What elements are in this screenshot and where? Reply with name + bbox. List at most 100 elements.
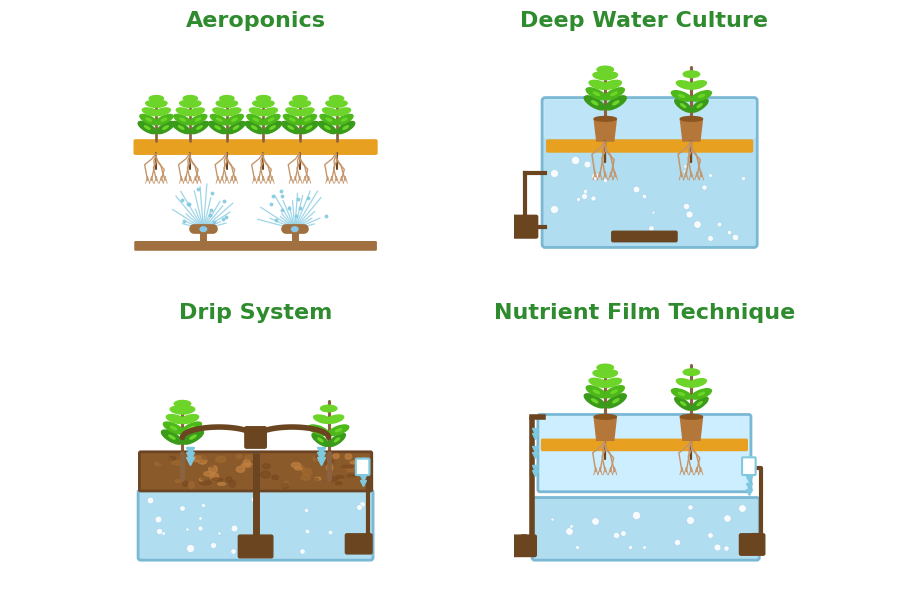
- Ellipse shape: [282, 121, 300, 134]
- Ellipse shape: [259, 101, 274, 107]
- Ellipse shape: [362, 457, 368, 462]
- Ellipse shape: [602, 80, 621, 89]
- Ellipse shape: [146, 101, 161, 107]
- Title: Deep Water Culture: Deep Water Culture: [520, 11, 769, 31]
- Ellipse shape: [220, 95, 234, 101]
- Ellipse shape: [159, 459, 167, 464]
- Ellipse shape: [194, 473, 202, 480]
- Ellipse shape: [144, 466, 155, 470]
- Ellipse shape: [334, 108, 350, 116]
- Ellipse shape: [342, 466, 354, 468]
- Ellipse shape: [593, 390, 599, 394]
- Polygon shape: [594, 417, 616, 440]
- Ellipse shape: [320, 469, 325, 472]
- Ellipse shape: [309, 425, 328, 436]
- Ellipse shape: [306, 126, 311, 129]
- Ellipse shape: [361, 462, 368, 469]
- Ellipse shape: [301, 466, 304, 472]
- Ellipse shape: [172, 121, 190, 134]
- Ellipse shape: [190, 480, 198, 486]
- Ellipse shape: [154, 108, 170, 116]
- Ellipse shape: [691, 99, 708, 112]
- FancyBboxPatch shape: [135, 242, 376, 250]
- Ellipse shape: [166, 415, 185, 424]
- FancyBboxPatch shape: [140, 452, 372, 491]
- Ellipse shape: [209, 121, 227, 134]
- Ellipse shape: [675, 99, 691, 112]
- Ellipse shape: [184, 95, 197, 101]
- Ellipse shape: [326, 415, 344, 424]
- Ellipse shape: [202, 455, 213, 460]
- Ellipse shape: [280, 484, 287, 487]
- Ellipse shape: [602, 379, 621, 387]
- Ellipse shape: [183, 481, 187, 487]
- Ellipse shape: [171, 427, 176, 430]
- Ellipse shape: [190, 435, 196, 439]
- Ellipse shape: [226, 477, 232, 482]
- Ellipse shape: [237, 454, 242, 458]
- Polygon shape: [594, 119, 616, 141]
- FancyBboxPatch shape: [356, 458, 369, 475]
- Ellipse shape: [606, 394, 626, 408]
- Ellipse shape: [594, 415, 616, 419]
- Ellipse shape: [180, 101, 194, 107]
- FancyBboxPatch shape: [542, 439, 747, 451]
- Ellipse shape: [218, 482, 226, 485]
- Polygon shape: [680, 119, 703, 141]
- Ellipse shape: [316, 455, 322, 459]
- Ellipse shape: [295, 101, 310, 107]
- Polygon shape: [680, 417, 703, 440]
- Ellipse shape: [613, 101, 619, 105]
- Ellipse shape: [191, 121, 209, 134]
- Ellipse shape: [341, 118, 346, 121]
- Ellipse shape: [169, 457, 176, 461]
- Ellipse shape: [300, 121, 319, 134]
- Ellipse shape: [354, 470, 364, 474]
- Ellipse shape: [181, 422, 202, 434]
- Ellipse shape: [314, 478, 319, 482]
- Ellipse shape: [297, 108, 314, 116]
- Ellipse shape: [256, 95, 271, 101]
- Ellipse shape: [200, 227, 207, 232]
- Ellipse shape: [305, 118, 310, 121]
- Ellipse shape: [320, 115, 338, 125]
- Ellipse shape: [325, 126, 330, 129]
- Ellipse shape: [591, 399, 598, 403]
- Ellipse shape: [163, 126, 168, 129]
- Ellipse shape: [161, 430, 183, 444]
- Ellipse shape: [313, 456, 323, 462]
- Ellipse shape: [336, 480, 342, 485]
- Ellipse shape: [604, 88, 625, 100]
- Ellipse shape: [211, 473, 219, 481]
- Ellipse shape: [332, 101, 347, 107]
- Ellipse shape: [193, 456, 200, 461]
- Ellipse shape: [606, 96, 626, 110]
- Ellipse shape: [264, 121, 282, 134]
- Ellipse shape: [328, 477, 338, 481]
- Ellipse shape: [333, 454, 339, 458]
- Ellipse shape: [284, 115, 302, 125]
- Ellipse shape: [335, 476, 344, 478]
- Ellipse shape: [677, 379, 695, 387]
- Ellipse shape: [216, 101, 231, 107]
- Ellipse shape: [594, 116, 616, 121]
- Ellipse shape: [224, 108, 241, 116]
- Ellipse shape: [683, 71, 699, 77]
- Ellipse shape: [680, 104, 686, 107]
- Ellipse shape: [292, 463, 301, 467]
- FancyBboxPatch shape: [532, 497, 760, 560]
- Ellipse shape: [176, 479, 181, 482]
- Ellipse shape: [178, 126, 184, 129]
- Ellipse shape: [157, 121, 175, 134]
- Ellipse shape: [597, 364, 614, 371]
- Ellipse shape: [325, 460, 335, 466]
- Ellipse shape: [343, 465, 353, 469]
- Ellipse shape: [272, 475, 278, 479]
- Ellipse shape: [319, 121, 337, 134]
- Ellipse shape: [314, 477, 321, 481]
- Ellipse shape: [600, 370, 617, 377]
- Ellipse shape: [152, 101, 167, 107]
- Ellipse shape: [347, 475, 356, 478]
- Ellipse shape: [244, 459, 250, 466]
- Ellipse shape: [209, 466, 217, 473]
